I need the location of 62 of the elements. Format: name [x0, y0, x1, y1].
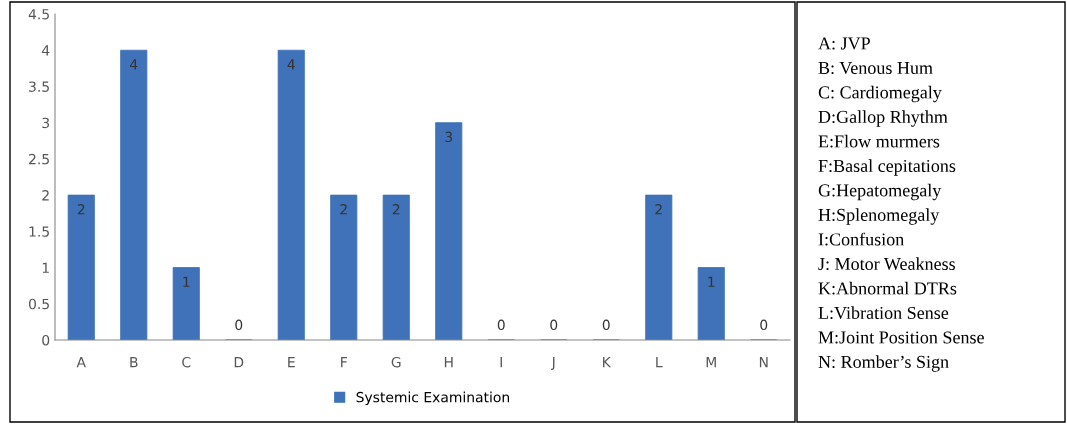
x-tick-label: H — [444, 357, 453, 368]
data-label: 0 — [235, 319, 243, 331]
x-tick-label: L — [656, 357, 663, 368]
text: J: Motor Weakness — [818, 257, 955, 271]
x-tick-label: K — [603, 357, 612, 368]
text: N: Romber’s Sign — [818, 355, 949, 372]
y-tick-label: 1 — [42, 262, 49, 273]
x-tick-label: C — [182, 356, 191, 368]
text: G:Hepatomegaly — [818, 183, 942, 201]
data-label: 2 — [392, 204, 400, 215]
text: B: Venous Hum — [818, 62, 933, 75]
data-label: 2 — [340, 204, 347, 215]
text: H:Splenomegaly — [818, 208, 940, 225]
text: D:Gallop Rhythm — [818, 110, 948, 127]
bar — [67, 194, 95, 340]
x-tick-label: E — [288, 357, 295, 368]
bar — [172, 267, 200, 340]
x-tick-label: M — [706, 357, 716, 368]
y-tick-label: 3 — [42, 117, 50, 129]
bar — [435, 122, 463, 340]
bar — [382, 194, 410, 340]
text: A: JVP — [818, 37, 870, 50]
data-label: 4 — [130, 59, 138, 70]
data-label: 0 — [760, 319, 768, 331]
bar — [277, 49, 305, 340]
x-tick-label: B — [130, 357, 138, 368]
text: L:Vibration Sense — [818, 306, 949, 320]
x-tick-label: N — [759, 357, 768, 368]
bar — [120, 49, 148, 340]
data-label: 1 — [183, 276, 190, 287]
y-tick-label: 0 — [42, 334, 50, 346]
y-tick-label: 2 — [42, 190, 49, 201]
text: M:Joint Position Sense — [818, 331, 984, 344]
y-tick-label: 4 — [41, 45, 50, 56]
data-label: 3 — [445, 131, 453, 143]
x-tick-label: A — [76, 357, 86, 368]
x-tick-label: G — [391, 356, 401, 368]
y-tick-label: 3.5 — [29, 81, 49, 92]
data-label: 4 — [287, 59, 295, 70]
bar — [697, 267, 725, 340]
data-label: 1 — [708, 276, 715, 287]
y-tick-label: 1.5 — [29, 226, 49, 237]
data-label: 0 — [602, 319, 610, 331]
bar — [330, 194, 358, 340]
data-label: 0 — [497, 319, 505, 331]
text: I:Confusion — [818, 232, 904, 246]
y-tick-label: 0.5 — [28, 298, 49, 310]
data-label: 2 — [655, 204, 662, 215]
y-tick-label: 4.5 — [28, 9, 49, 20]
text: C: Cardiomegaly — [818, 85, 942, 103]
x-tick-label: D — [234, 357, 244, 368]
text: E:Flow murmers — [818, 134, 940, 148]
text: F:Basal cepitations — [818, 159, 956, 176]
data-label: 0 — [550, 319, 558, 331]
x-tick-label: I — [500, 357, 502, 368]
bar — [645, 194, 673, 340]
x-tick-label: F — [341, 357, 347, 368]
legend-label: Systemic Examination — [356, 391, 509, 406]
y-tick-label: 2.5 — [29, 153, 49, 165]
data-label: 2 — [77, 204, 85, 215]
x-tick-label: J — [550, 357, 555, 370]
text: K:Abnormal DTRs — [818, 281, 957, 295]
